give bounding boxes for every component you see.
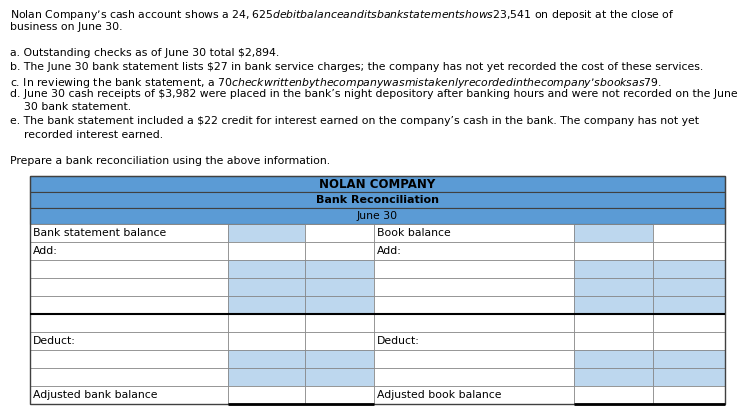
- Bar: [653, 332, 725, 350]
- Text: Adjusted book balance: Adjusted book balance: [377, 390, 501, 400]
- Bar: [374, 278, 574, 296]
- Bar: [30, 350, 228, 368]
- Bar: [653, 242, 725, 260]
- Text: Bank Reconciliation: Bank Reconciliation: [316, 195, 439, 205]
- Bar: [304, 278, 374, 296]
- Bar: [653, 368, 725, 386]
- Bar: [374, 332, 574, 350]
- Bar: [374, 242, 574, 260]
- Bar: [374, 386, 574, 404]
- Bar: [304, 368, 374, 386]
- Bar: [653, 386, 725, 404]
- Bar: [30, 368, 228, 386]
- Text: Nolan Company’s cash account shows a $24,625 debit balance and its bank statemen: Nolan Company’s cash account shows a $24…: [10, 8, 674, 22]
- Bar: [30, 314, 228, 332]
- Bar: [30, 260, 228, 278]
- Bar: [304, 260, 374, 278]
- Text: Deduct:: Deduct:: [33, 336, 76, 346]
- Text: Add:: Add:: [377, 246, 402, 256]
- Bar: [30, 278, 228, 296]
- Bar: [304, 242, 374, 260]
- Text: Book balance: Book balance: [377, 228, 451, 238]
- Text: Adjusted bank balance: Adjusted bank balance: [33, 390, 158, 400]
- Text: Add:: Add:: [33, 246, 58, 256]
- Bar: [574, 368, 653, 386]
- Bar: [653, 296, 725, 314]
- Bar: [30, 224, 228, 242]
- Text: June 30: June 30: [357, 211, 398, 221]
- Bar: [374, 368, 574, 386]
- Bar: [574, 314, 653, 332]
- Text: e. The bank statement included a $22 credit for interest earned on the company’s: e. The bank statement included a $22 cre…: [10, 116, 699, 126]
- Bar: [304, 386, 374, 404]
- Bar: [653, 260, 725, 278]
- Bar: [574, 296, 653, 314]
- Bar: [374, 224, 574, 242]
- Bar: [228, 242, 304, 260]
- Text: recorded interest earned.: recorded interest earned.: [10, 130, 163, 139]
- Bar: [574, 242, 653, 260]
- Bar: [228, 278, 304, 296]
- Bar: [30, 176, 725, 404]
- Bar: [574, 278, 653, 296]
- Bar: [228, 296, 304, 314]
- Bar: [228, 224, 304, 242]
- Text: business on June 30.: business on June 30.: [10, 22, 122, 31]
- Bar: [30, 332, 228, 350]
- Bar: [653, 278, 725, 296]
- Bar: [374, 296, 574, 314]
- Text: NOLAN COMPANY: NOLAN COMPANY: [319, 178, 436, 191]
- Bar: [574, 350, 653, 368]
- Bar: [374, 260, 574, 278]
- Bar: [304, 296, 374, 314]
- Bar: [30, 386, 228, 404]
- Bar: [374, 314, 574, 332]
- Bar: [30, 242, 228, 260]
- Bar: [30, 176, 725, 192]
- Text: Bank statement balance: Bank statement balance: [33, 228, 166, 238]
- Text: 30 bank statement.: 30 bank statement.: [10, 103, 131, 112]
- Text: Prepare a bank reconciliation using the above information.: Prepare a bank reconciliation using the …: [10, 157, 330, 166]
- Bar: [228, 368, 304, 386]
- Text: b. The June 30 bank statement lists $27 in bank service charges; the company has: b. The June 30 bank statement lists $27 …: [10, 62, 703, 72]
- Bar: [574, 332, 653, 350]
- Bar: [228, 260, 304, 278]
- Bar: [30, 192, 725, 208]
- Bar: [30, 208, 725, 224]
- Bar: [30, 296, 228, 314]
- Bar: [374, 350, 574, 368]
- Bar: [228, 386, 304, 404]
- Bar: [653, 350, 725, 368]
- Bar: [304, 224, 374, 242]
- Bar: [574, 386, 653, 404]
- Bar: [574, 260, 653, 278]
- Bar: [574, 224, 653, 242]
- Bar: [228, 350, 304, 368]
- Text: a. Outstanding checks as of June 30 total $2,894.: a. Outstanding checks as of June 30 tota…: [10, 49, 279, 58]
- Bar: [653, 224, 725, 242]
- Bar: [228, 332, 304, 350]
- Bar: [304, 350, 374, 368]
- Text: Deduct:: Deduct:: [377, 336, 420, 346]
- Bar: [653, 314, 725, 332]
- Text: c. In reviewing the bank statement, a $70 check written by the company was mista: c. In reviewing the bank statement, a $7…: [10, 76, 662, 90]
- Bar: [304, 332, 374, 350]
- Bar: [304, 314, 374, 332]
- Bar: [228, 314, 304, 332]
- Text: d. June 30 cash receipts of $3,982 were placed in the bank’s night depository af: d. June 30 cash receipts of $3,982 were …: [10, 89, 738, 99]
